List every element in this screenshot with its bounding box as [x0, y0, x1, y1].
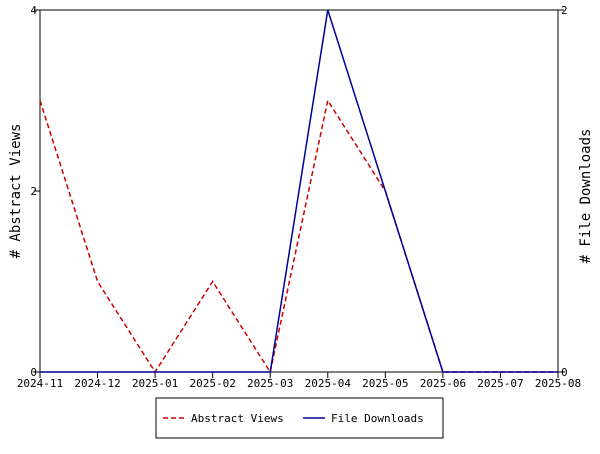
x-tick-label: 2024-11	[17, 377, 63, 390]
x-tick-label: 2025-01	[132, 377, 178, 390]
legend-label-abstract-views: Abstract Views	[191, 412, 284, 425]
x-tick-label: 2025-03	[247, 377, 293, 390]
legend-box	[155, 397, 444, 439]
y-tick-label: 2	[30, 185, 37, 198]
x-tick-label: 2025-04	[305, 377, 352, 390]
y-axis-title: # Abstract Views	[8, 124, 24, 259]
y2-tick-label: 2	[561, 4, 568, 17]
y-tick-label: 4	[30, 4, 37, 17]
x-tick-label: 2024-12	[74, 377, 120, 390]
x-tick-label: 2025-05	[362, 377, 408, 390]
y2-tick-label: 0	[561, 366, 568, 379]
x-tick-label: 2025-06	[420, 377, 466, 390]
x-tick-label: 2025-08	[535, 377, 581, 390]
y-tick-label: 0	[30, 366, 37, 379]
y2-axis-title: # File Downloads	[578, 129, 594, 264]
legend: Abstract Views File Downloads	[155, 397, 444, 439]
series-line-file-downloads	[40, 9, 558, 373]
x-tick-label: 2025-02	[189, 377, 235, 390]
legend-label-file-downloads: File Downloads	[331, 412, 424, 425]
x-axis: 2024-11 2024-12 2025-01 2025-02 2025-03 2025-…	[17, 372, 581, 390]
y-axis-right: 02	[558, 4, 568, 379]
x-tick-label: 2025-07	[477, 377, 523, 390]
y-axis-left: 0 2 4	[30, 4, 40, 379]
series-layer	[39, 9, 558, 374]
